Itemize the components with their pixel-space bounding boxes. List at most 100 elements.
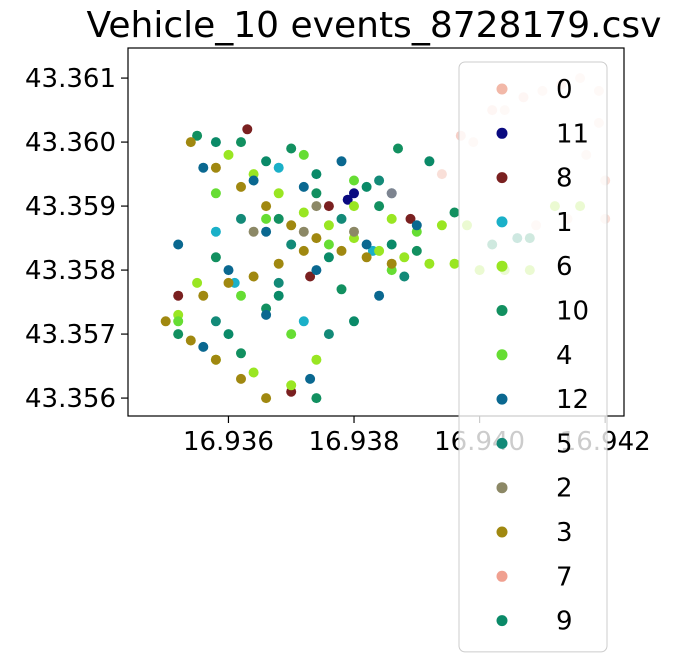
point-series-5-7 bbox=[399, 271, 410, 282]
legend-label-5: 5 bbox=[556, 429, 573, 459]
point-series-3-15 bbox=[273, 258, 284, 269]
point-series-10-0 bbox=[192, 130, 203, 141]
point-series-3-4 bbox=[286, 220, 297, 231]
point-series-12-6 bbox=[411, 220, 422, 231]
point-series-12-10 bbox=[261, 309, 272, 320]
point-series-5-2 bbox=[336, 213, 347, 224]
legend-label-10: 10 bbox=[556, 297, 589, 327]
point-series-2-0 bbox=[248, 226, 259, 237]
y-tick-label: 43.359 bbox=[25, 192, 116, 222]
legend-label-0: 0 bbox=[556, 75, 573, 105]
series-12 bbox=[173, 156, 422, 384]
point-series-6-9 bbox=[449, 258, 460, 269]
legend-marker-9 bbox=[496, 615, 508, 627]
series-5 bbox=[210, 175, 410, 340]
legend-label-7: 7 bbox=[556, 562, 573, 592]
legend-label-2: 2 bbox=[556, 474, 573, 504]
point-series-10-6 bbox=[336, 284, 347, 295]
point-series-9-4 bbox=[323, 252, 334, 263]
legend-label-8: 8 bbox=[556, 164, 573, 194]
point-series-3-12 bbox=[236, 373, 246, 384]
point-series-6-18 bbox=[248, 367, 259, 378]
point-series-6-2 bbox=[273, 188, 284, 199]
point-series-6-22 bbox=[386, 213, 397, 224]
point-series-10-10 bbox=[236, 348, 246, 359]
legend-marker-11 bbox=[496, 127, 508, 139]
point-series-12-4 bbox=[311, 265, 322, 276]
point-series-3-10 bbox=[185, 335, 196, 346]
point-series-3-0 bbox=[185, 137, 196, 148]
point-series-10-8 bbox=[210, 252, 221, 263]
point-series-3-9 bbox=[160, 316, 171, 327]
point-series-9-9 bbox=[424, 156, 435, 167]
point-series-4-2 bbox=[323, 239, 334, 250]
point-series-4-7 bbox=[349, 175, 359, 186]
legend-label-1: 1 bbox=[556, 208, 573, 238]
point-series-5-0 bbox=[236, 213, 246, 224]
y-tick-label: 43.357 bbox=[25, 320, 116, 350]
series-3 bbox=[160, 137, 397, 404]
point-series-5-6 bbox=[323, 329, 334, 340]
point-series-11-0 bbox=[349, 188, 359, 199]
point-series-3-17 bbox=[198, 290, 209, 301]
y-tick-label: 43.360 bbox=[25, 128, 116, 158]
point-series-8-5 bbox=[305, 271, 316, 282]
point-series-9-3 bbox=[361, 181, 372, 192]
legend-label-12: 12 bbox=[556, 385, 589, 415]
point-series-12-7 bbox=[223, 265, 234, 276]
y-tick-label: 43.356 bbox=[25, 384, 116, 414]
point-series-3-7 bbox=[361, 252, 372, 263]
point-series-9-5 bbox=[273, 290, 284, 301]
legend-marker-3 bbox=[496, 526, 508, 538]
point-series-6-8 bbox=[424, 258, 435, 269]
point-series-9-6 bbox=[223, 329, 234, 340]
point-series-6-4 bbox=[323, 220, 334, 231]
point-series-6-6 bbox=[374, 245, 385, 256]
legend-marker-0 bbox=[496, 83, 508, 95]
point-series-12-9 bbox=[198, 341, 209, 352]
point-series-11-1 bbox=[342, 194, 353, 205]
point-series-3-3 bbox=[261, 201, 272, 212]
point-series-12-1 bbox=[248, 175, 259, 186]
point-series-3-18 bbox=[223, 277, 234, 288]
legend-marker-2 bbox=[496, 482, 508, 494]
point-series-10-5 bbox=[411, 245, 422, 256]
point-series-12-12 bbox=[374, 290, 385, 301]
axes-frame bbox=[127, 47, 625, 417]
x-tick-label: 16.936 bbox=[183, 427, 274, 457]
y-tick-label: 43.358 bbox=[25, 256, 116, 286]
point-series-10-12 bbox=[273, 213, 284, 224]
legend-label-11: 11 bbox=[556, 119, 589, 149]
point-series-10-13 bbox=[393, 143, 403, 154]
legend-marker-12 bbox=[496, 393, 508, 405]
point-series-7-0 bbox=[386, 188, 397, 199]
point-series-5-5 bbox=[210, 316, 221, 327]
legend-marker-10 bbox=[496, 305, 508, 316]
legend-marker-7 bbox=[496, 570, 508, 582]
point-series-1-0 bbox=[210, 226, 221, 237]
point-series-3-6 bbox=[336, 245, 347, 256]
point-series-5-3 bbox=[374, 175, 385, 186]
legend-label-6: 6 bbox=[556, 252, 573, 282]
point-series-3-16 bbox=[298, 245, 309, 256]
legend-label-9: 9 bbox=[556, 607, 573, 637]
point-series-12-2 bbox=[298, 181, 309, 192]
legend-marker-5 bbox=[496, 437, 508, 449]
x-tick-label: 16.938 bbox=[309, 427, 400, 457]
legend-marker-6 bbox=[496, 260, 508, 272]
point-series-2-2 bbox=[349, 226, 359, 237]
point-series-12-3 bbox=[261, 226, 272, 237]
point-series-12-13 bbox=[336, 156, 347, 167]
point-series-10-11 bbox=[311, 393, 322, 404]
legend-label-4: 4 bbox=[556, 341, 573, 371]
point-series-6-0 bbox=[223, 149, 234, 160]
point-series-5-1 bbox=[286, 239, 297, 250]
point-series-10-2 bbox=[286, 143, 297, 154]
point-series-10-9 bbox=[173, 329, 184, 340]
point-series-6-3 bbox=[298, 207, 309, 218]
legend-label-3: 3 bbox=[556, 518, 573, 548]
point-series-0-9 bbox=[625, 195, 635, 205]
point-series-2-3 bbox=[311, 201, 322, 212]
point-series-9-0 bbox=[210, 137, 221, 148]
